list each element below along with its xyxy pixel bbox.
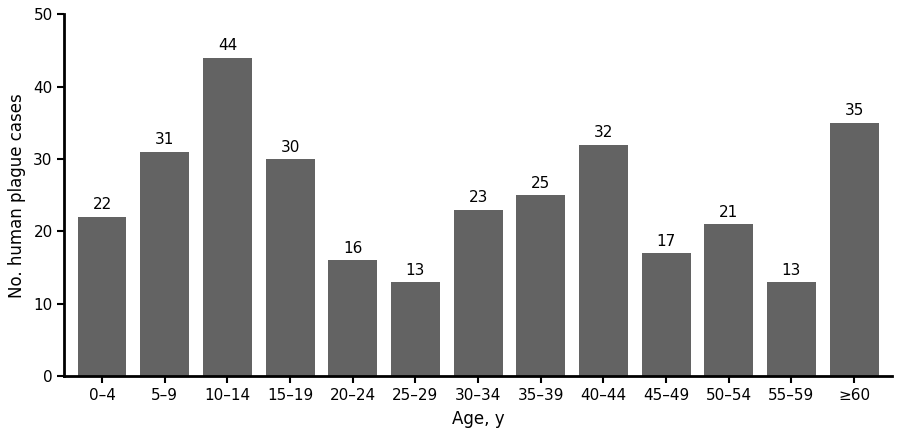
Bar bbox=[830, 123, 878, 376]
X-axis label: Age, y: Age, y bbox=[452, 410, 504, 428]
Text: 17: 17 bbox=[656, 234, 676, 249]
Text: 16: 16 bbox=[343, 241, 363, 256]
Bar bbox=[517, 195, 565, 376]
Text: 30: 30 bbox=[281, 140, 300, 155]
Bar bbox=[266, 159, 314, 376]
Bar bbox=[767, 282, 815, 376]
Text: 25: 25 bbox=[531, 176, 551, 191]
Bar bbox=[391, 282, 440, 376]
Text: 35: 35 bbox=[844, 103, 864, 119]
Bar bbox=[454, 210, 502, 376]
Text: 13: 13 bbox=[782, 262, 801, 278]
Bar bbox=[140, 152, 189, 376]
Text: 22: 22 bbox=[93, 198, 112, 212]
Y-axis label: No. human plague cases: No. human plague cases bbox=[8, 93, 26, 297]
Text: 31: 31 bbox=[155, 133, 175, 147]
Bar bbox=[579, 144, 628, 376]
Text: 21: 21 bbox=[719, 205, 738, 220]
Bar bbox=[705, 224, 753, 376]
Text: 23: 23 bbox=[468, 190, 488, 205]
Text: 13: 13 bbox=[406, 262, 425, 278]
Bar bbox=[77, 217, 127, 376]
Text: 44: 44 bbox=[218, 38, 237, 53]
Bar bbox=[642, 253, 690, 376]
Text: 32: 32 bbox=[594, 125, 613, 140]
Bar bbox=[328, 260, 377, 376]
Bar bbox=[203, 58, 252, 376]
